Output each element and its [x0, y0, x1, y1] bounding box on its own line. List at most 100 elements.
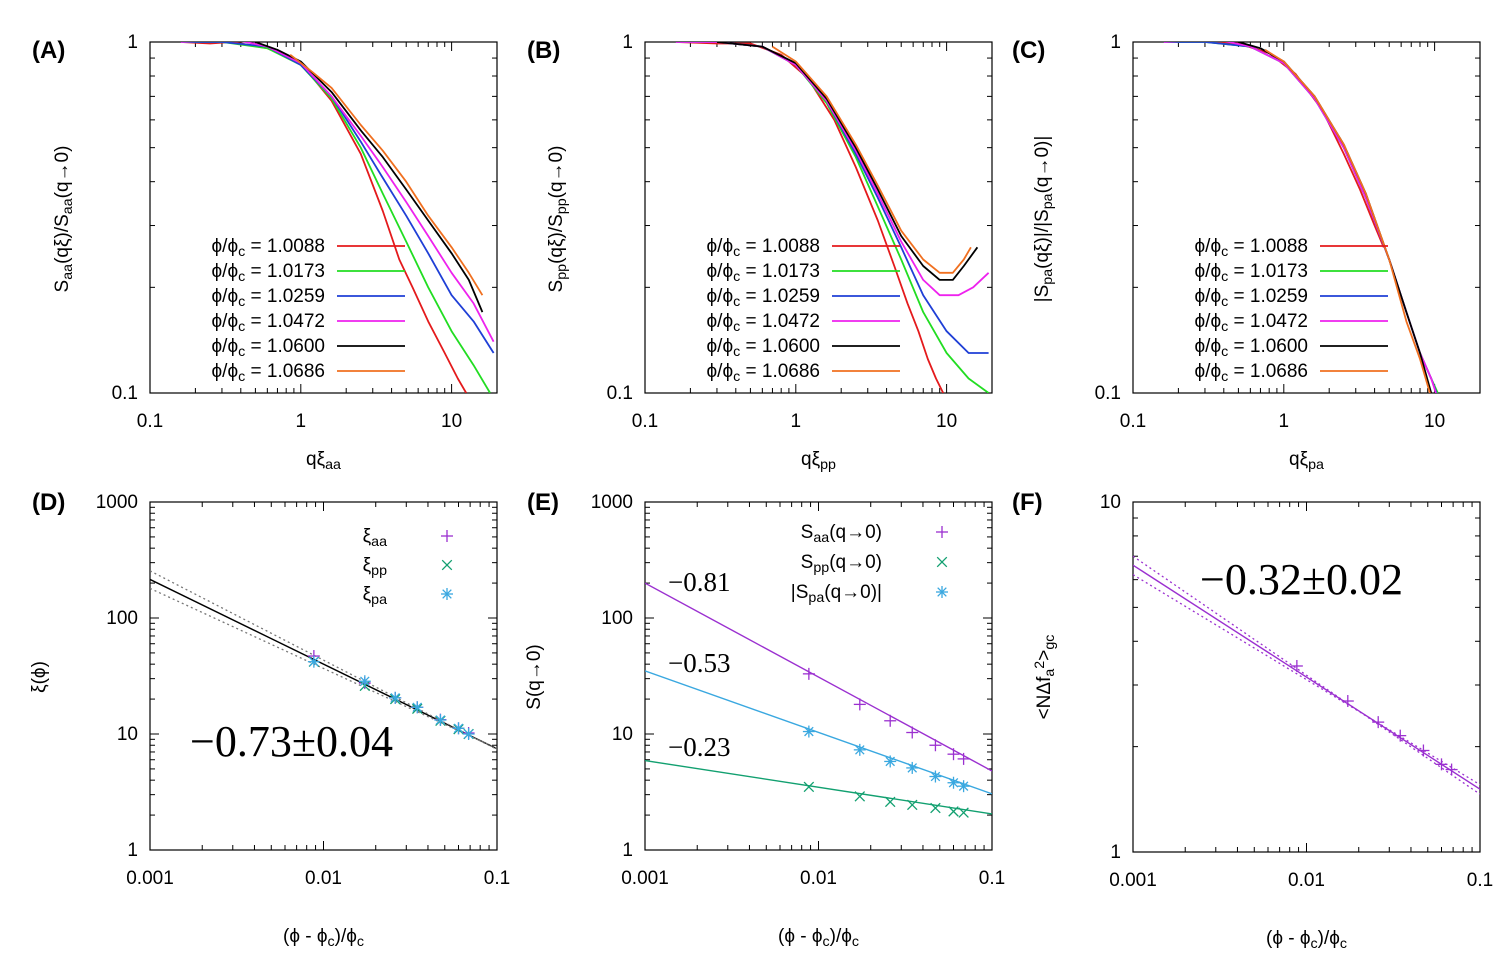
data-point [434, 714, 447, 727]
plot-frame [149, 501, 498, 851]
legend-label-sub: c [238, 344, 245, 360]
y-axis-label-part: 2 [1032, 661, 1048, 669]
y-tick-label: 1 [127, 32, 138, 53]
legend-label-tail: (q→0) [829, 522, 882, 543]
legend-label-value: = 1.0259 [1228, 286, 1308, 307]
legend-label-value: = 1.0472 [740, 311, 820, 332]
legend-label-sub: c [733, 294, 740, 310]
series-line [180, 42, 495, 343]
y-tick-label: 1000 [591, 492, 633, 513]
data-point [802, 667, 815, 680]
legend-label-sub: pa [808, 590, 824, 606]
marker-stroke [412, 702, 423, 713]
data-point [1341, 695, 1354, 708]
marker-stroke [907, 763, 918, 773]
legend-label-main: ϕ/ϕ [1195, 286, 1222, 307]
legend-label-value: = 1.0259 [740, 286, 820, 307]
data-point [936, 556, 948, 568]
x-axis-label-main: (ϕ - ϕ [778, 926, 823, 947]
marker-stroke [453, 723, 464, 734]
marker-stroke [885, 756, 895, 767]
legend-label-main: ϕ/ϕ [212, 336, 239, 357]
ticks [1132, 41, 1481, 394]
legend-label-main: ϕ/ϕ [1195, 261, 1222, 282]
y-axis-label-part: S(q→0) [524, 644, 545, 709]
data-point [1445, 763, 1458, 776]
x-axis-label: (ϕ - ϕc)/ϕc [1266, 928, 1347, 952]
plot-area [150, 570, 497, 751]
data-point [1435, 758, 1448, 771]
marker-stroke [855, 745, 865, 755]
legend-label-main: ϕ/ϕ [1195, 361, 1222, 382]
legend-label-sub: c [733, 319, 740, 335]
y-axis-label-part: gc [1042, 635, 1058, 650]
legend-label: ϕ/ϕc = 1.0173 [212, 261, 325, 285]
data-point [906, 726, 919, 739]
legend-label: ϕ/ϕc = 1.0686 [1195, 361, 1308, 385]
legend-label-sub: c [733, 269, 740, 285]
series-line [1163, 42, 1385, 248]
legend-label-value: = 1.0173 [245, 261, 325, 282]
fit-line [1133, 555, 1480, 795]
legend-label-value: = 1.0088 [1228, 236, 1308, 257]
y-axis-label-part: (q→0) [52, 146, 73, 199]
data-point [936, 526, 948, 538]
y-tick-label: 0.1 [1095, 383, 1121, 404]
x-axis-label-sub: c [357, 934, 364, 950]
ticks [149, 501, 498, 851]
y-tick-label: 1 [127, 840, 138, 861]
legend-label-sub: c [1221, 319, 1228, 335]
fit-line [645, 670, 992, 795]
data-point [1290, 659, 1303, 672]
legend-label: ϕ/ϕc = 1.0472 [707, 311, 820, 335]
data-point [884, 755, 897, 768]
ticks [1132, 501, 1481, 853]
data-point [957, 780, 970, 793]
slope-label: −0.53 [668, 648, 730, 678]
x-tick-label: 10 [441, 411, 462, 432]
y-axis-label: |Spa(qξ)|/|Spa(q→0)| [1032, 136, 1056, 303]
x-axis-label-tail: )/ϕ [830, 926, 852, 947]
data-point [358, 675, 371, 688]
legend-label-value: = 1.0472 [245, 311, 325, 332]
data-point [884, 796, 896, 808]
data-point [389, 691, 402, 704]
x-tick-label: 10 [1424, 411, 1445, 432]
marker-stroke [442, 589, 452, 599]
y-axis-label: <NΔfa2>gc [1032, 635, 1058, 720]
marker-stroke [441, 559, 453, 571]
legend-label-value: = 1.0472 [1228, 311, 1308, 332]
legend-label: ϕ/ϕc = 1.0600 [707, 336, 820, 360]
legend-label-main: ϕ/ϕ [212, 311, 239, 332]
x-tick-label: 0.01 [1288, 870, 1325, 891]
x-axis-label-sub: c [328, 934, 335, 950]
marker-stroke [948, 806, 959, 817]
series-line [771, 45, 972, 274]
data-point [929, 739, 942, 752]
legend-label: ϕ/ϕc = 1.0259 [1195, 286, 1308, 310]
y-tick-label: 10 [1100, 492, 1121, 513]
y-tick-label: 1 [1110, 842, 1121, 863]
legend-label-sub: c [1221, 344, 1228, 360]
legend-label-tail: (q→0) [829, 552, 882, 573]
legend-label-value: = 1.0686 [1228, 361, 1308, 382]
plot-area [180, 42, 495, 393]
ticks [644, 41, 993, 394]
x-tick-label: 0.001 [621, 868, 669, 889]
x-tick-label: 0.001 [126, 868, 174, 889]
data-point [1394, 729, 1407, 742]
x-axis-label-sub: c [1340, 936, 1347, 952]
legend-label-main: ϕ/ϕ [212, 286, 239, 307]
y-axis-label-part: pp [554, 198, 570, 214]
data-point [948, 806, 959, 817]
legend-label: |Spa(q→0)| [791, 582, 882, 606]
x-axis-label-main: qξ [1289, 449, 1309, 470]
y-axis-label-part: (qξ)/S [52, 214, 73, 264]
legend-label-value: = 1.0600 [245, 336, 325, 357]
data-point [853, 743, 866, 756]
legend-label: ϕ/ϕc = 1.0686 [212, 361, 325, 385]
